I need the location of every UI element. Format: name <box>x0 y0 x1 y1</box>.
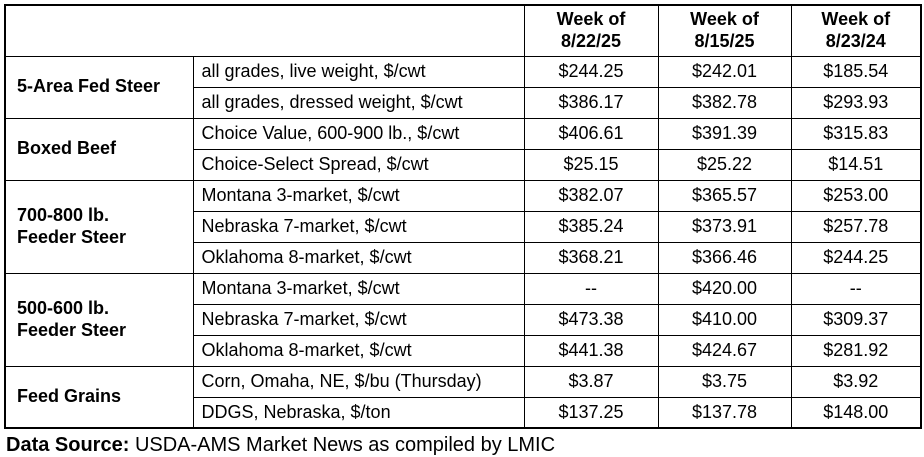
value-cell: $420.00 <box>657 272 792 305</box>
table-body: 5-Area Fed Steer all grades, live weight,… <box>4 55 922 429</box>
group-label: 500-600 lb. Feeder Steer <box>4 272 194 367</box>
table-row: Oklahoma 8-market, $/cwt $368.21 $366.46 $2… <box>5 241 922 274</box>
value-cell: $185.54 <box>790 55 922 88</box>
value-cell: $473.38 <box>523 303 659 336</box>
table-row: 5-Area Fed Steer all grades, live weight,… <box>4 55 922 119</box>
value-cell: $373.91 <box>657 210 792 243</box>
market-news-table: Week of 8/22/25 Week of 8/15/25 Week of 8/… <box>4 4 922 429</box>
value-cell: -- <box>790 272 922 305</box>
table-row: 500-600 lb. Feeder Steer Montana 3-market… <box>4 272 922 367</box>
value-cell: $253.00 <box>790 179 922 212</box>
value-cell: $293.93 <box>790 86 922 119</box>
value-cell: $410.00 <box>657 303 792 336</box>
value-cell: $441.38 <box>523 334 659 367</box>
value-cell: $424.67 <box>657 334 792 367</box>
row-description: Montana 3-market, $/cwt <box>192 179 525 212</box>
value-cell: $14.51 <box>790 148 922 181</box>
group-label: Boxed Beef <box>4 117 194 181</box>
value-cell: -- <box>523 272 659 305</box>
value-cell: $382.07 <box>523 179 659 212</box>
corner-cell <box>4 4 525 57</box>
table-row: Nebraska 7-market, $/cwt $385.24 $373.91 $2… <box>5 210 922 243</box>
value-cell: $244.25 <box>790 241 922 274</box>
week-header: Week of 8/15/25 <box>657 4 792 57</box>
row-description: all grades, dressed weight, $/cwt <box>192 86 525 119</box>
value-cell: $3.87 <box>523 365 659 398</box>
value-cell: $385.24 <box>523 210 659 243</box>
value-cell: $281.92 <box>790 334 922 367</box>
value-cell: $366.46 <box>657 241 792 274</box>
row-description: Choice-Select Spread, $/cwt <box>192 148 525 181</box>
row-description: Oklahoma 8-market, $/cwt <box>192 241 525 274</box>
table-header: Week of 8/22/25 Week of 8/15/25 Week of 8/… <box>4 4 922 57</box>
week-header: Week of 8/23/24 <box>790 4 922 57</box>
value-cell: $382.78 <box>657 86 792 119</box>
value-cell: $25.15 <box>523 148 659 181</box>
value-cell: $365.57 <box>657 179 792 212</box>
value-cell: $386.17 <box>523 86 659 119</box>
table-row: DDGS, Nebraska, $/ton $137.25 $137.78 $148.… <box>5 396 922 429</box>
row-description: Choice Value, 600-900 lb., $/cwt <box>192 117 525 150</box>
value-cell: $257.78 <box>790 210 922 243</box>
table-row: Feed Grains Corn, Omaha, NE, $/bu (Thursd… <box>4 365 922 429</box>
group-label: 700-800 lb. Feeder Steer <box>4 179 194 274</box>
week-header: Week of 8/22/25 <box>523 4 659 57</box>
data-source-line: Data Source: USDA-AMS Market News as com… <box>4 432 920 457</box>
value-cell: $148.00 <box>790 396 922 429</box>
row-description: all grades, live weight, $/cwt <box>192 55 525 88</box>
table-row: 700-800 lb. Feeder Steer Montana 3-market… <box>4 179 922 274</box>
value-cell: $3.92 <box>790 365 922 398</box>
value-cell: $315.83 <box>790 117 922 150</box>
row-description: Oklahoma 8-market, $/cwt <box>192 334 525 367</box>
table-row: Nebraska 7-market, $/cwt $473.38 $410.00 $3… <box>5 303 922 336</box>
row-description: Nebraska 7-market, $/cwt <box>192 210 525 243</box>
row-description: DDGS, Nebraska, $/ton <box>192 396 525 429</box>
row-description: Montana 3-market, $/cwt <box>192 272 525 305</box>
value-cell: $3.75 <box>657 365 792 398</box>
table-row: Oklahoma 8-market, $/cwt $441.38 $424.67 $2… <box>5 334 922 367</box>
value-cell: $137.78 <box>657 396 792 429</box>
value-cell: $406.61 <box>523 117 659 150</box>
value-cell: $242.01 <box>657 55 792 88</box>
value-cell: $368.21 <box>523 241 659 274</box>
group-label: 5-Area Fed Steer <box>4 55 194 119</box>
data-source-text: USDA-AMS Market News as compiled by LMIC <box>134 434 556 456</box>
table-row: all grades, dressed weight, $/cwt $386.17… <box>5 86 922 119</box>
header-row: Week of 8/22/25 Week of 8/15/25 Week of 8/… <box>4 4 922 57</box>
group-label: Feed Grains <box>4 365 194 429</box>
value-cell: $25.22 <box>657 148 792 181</box>
table-row: Boxed Beef Choice Value, 600-900 lb., $/c… <box>4 117 922 181</box>
value-cell: $309.37 <box>790 303 922 336</box>
value-cell: $391.39 <box>657 117 792 150</box>
value-cell: $137.25 <box>523 396 659 429</box>
row-description: Corn, Omaha, NE, $/bu (Thursday) <box>192 365 525 398</box>
value-cell: $244.25 <box>523 55 659 88</box>
table-row: Choice-Select Spread, $/cwt $25.15 $25.22 $… <box>5 148 922 181</box>
row-description: Nebraska 7-market, $/cwt <box>192 303 525 336</box>
data-source-label: Data Source: <box>6 434 130 456</box>
